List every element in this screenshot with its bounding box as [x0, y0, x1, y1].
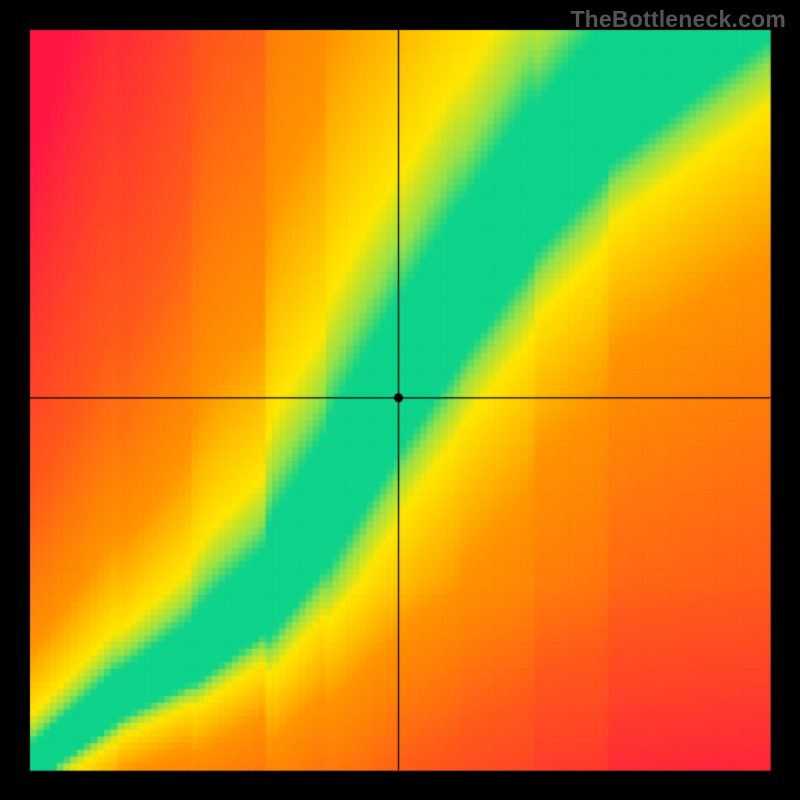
chart-container: { "watermark": "TheBottleneck.com", "cha…: [0, 0, 800, 800]
watermark-text: TheBottleneck.com: [570, 6, 786, 33]
bottleneck-heatmap: [0, 0, 800, 800]
